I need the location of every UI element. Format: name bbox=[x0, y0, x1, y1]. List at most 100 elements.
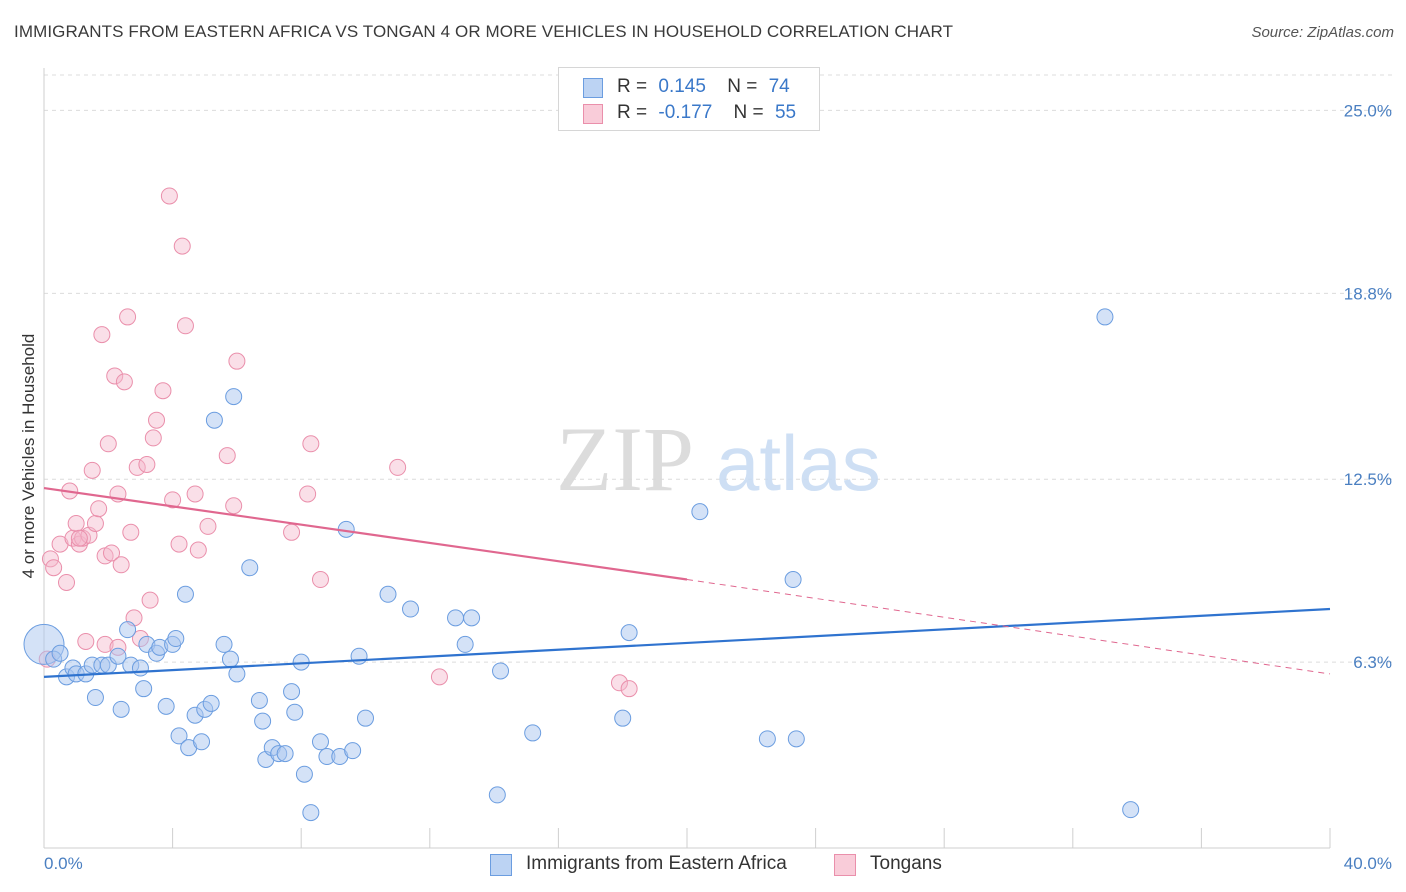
tongans-point bbox=[45, 559, 63, 577]
eastern-africa-point bbox=[86, 689, 104, 707]
tongans-point bbox=[58, 573, 76, 591]
tongans-point bbox=[138, 455, 156, 473]
eastern-africa-point bbox=[456, 635, 474, 653]
legend-r-label: R = bbox=[617, 76, 648, 97]
tongans-point bbox=[86, 514, 104, 532]
eastern-africa-point bbox=[51, 644, 69, 662]
eastern-africa-point bbox=[784, 571, 802, 589]
legend-r-label: R = bbox=[617, 102, 648, 123]
tongans-point bbox=[299, 485, 317, 503]
tongans-point bbox=[41, 550, 59, 568]
watermark-atlas: atlas bbox=[716, 419, 881, 507]
legend-swatch-pink bbox=[834, 854, 856, 876]
tongans-point bbox=[96, 635, 114, 653]
tongans-point bbox=[389, 458, 407, 476]
eastern-africa-point bbox=[344, 742, 362, 760]
eastern-africa-point bbox=[402, 600, 420, 618]
tongans-point bbox=[154, 382, 172, 400]
tongans-point bbox=[115, 373, 133, 391]
tongans-point bbox=[228, 352, 246, 370]
tongans-point bbox=[103, 544, 121, 562]
tongans-point bbox=[189, 541, 207, 559]
eastern-africa-point bbox=[524, 724, 542, 742]
source-label: Source: ZipAtlas.com bbox=[1251, 24, 1394, 41]
eastern-africa-point bbox=[614, 709, 632, 727]
eastern-africa-point bbox=[295, 765, 313, 783]
tongans-point bbox=[141, 591, 159, 609]
eastern-africa-point bbox=[447, 609, 465, 627]
eastern-africa-point bbox=[131, 659, 149, 677]
tongans-point bbox=[93, 326, 111, 344]
tongans-point bbox=[128, 458, 146, 476]
eastern-africa-point bbox=[241, 559, 259, 577]
tongans-trend-line-extension bbox=[686, 579, 1331, 675]
eastern-africa-point bbox=[350, 647, 368, 665]
y-tick-label: 18.8% bbox=[1344, 284, 1392, 303]
eastern-africa-point bbox=[1096, 308, 1114, 326]
eastern-africa-point bbox=[379, 585, 397, 603]
eastern-africa-point bbox=[492, 662, 510, 680]
stats-legend: R = 0.145 N = 74 R = -0.177 N = 55 bbox=[558, 67, 820, 131]
tongans-point bbox=[199, 517, 217, 535]
eastern-africa-point bbox=[167, 630, 185, 648]
tongans-point bbox=[160, 187, 178, 205]
tongans-point bbox=[99, 435, 117, 453]
tongans-point bbox=[112, 556, 130, 574]
tongans-point bbox=[64, 529, 82, 547]
eastern-africa-point bbox=[286, 703, 304, 721]
axes bbox=[43, 68, 1331, 849]
eastern-africa-point bbox=[250, 691, 268, 709]
tongans-point bbox=[144, 429, 162, 447]
tongans-points bbox=[38, 187, 638, 698]
legend-r-value: -0.177 bbox=[658, 102, 713, 123]
tongans-point bbox=[186, 485, 204, 503]
eastern-africa-point bbox=[463, 609, 481, 627]
legend-n-value: 74 bbox=[768, 76, 790, 97]
tongans-point bbox=[173, 237, 191, 255]
eastern-africa-point bbox=[1122, 801, 1140, 819]
eastern-africa-trend-line bbox=[43, 607, 1331, 678]
eastern-africa-point bbox=[221, 650, 239, 668]
eastern-africa-point bbox=[109, 647, 127, 665]
chart-title: IMMIGRANTS FROM EASTERN AFRICA VS TONGAN… bbox=[14, 22, 954, 41]
x-tick-label: 40.0% bbox=[1344, 854, 1392, 873]
eastern-africa-point bbox=[302, 804, 320, 822]
eastern-africa-point bbox=[620, 624, 638, 642]
tongans-point bbox=[176, 317, 194, 335]
tongans-point bbox=[430, 668, 448, 686]
eastern-africa-point bbox=[357, 709, 374, 727]
eastern-africa-point bbox=[276, 745, 294, 763]
legend-swatch-pink bbox=[583, 104, 603, 124]
eastern-africa-point bbox=[228, 665, 246, 683]
tongans-point bbox=[164, 491, 182, 509]
eastern-africa-point bbox=[157, 697, 175, 715]
eastern-africa-point bbox=[787, 730, 805, 748]
tongans-point bbox=[77, 632, 95, 650]
y-tick-label: 12.5% bbox=[1344, 470, 1392, 489]
tongans-point bbox=[610, 674, 628, 692]
tongans-point bbox=[225, 497, 243, 515]
eastern-africa-point bbox=[254, 712, 272, 730]
y-tick-label: 6.3% bbox=[1353, 653, 1392, 672]
watermark-zip: ZIP bbox=[556, 408, 694, 510]
eastern-africa-point bbox=[170, 727, 188, 745]
eastern-africa-points bbox=[23, 308, 1140, 822]
tongans-point bbox=[311, 571, 329, 589]
tongans-point bbox=[106, 367, 124, 385]
tongans-point bbox=[83, 461, 101, 479]
legend-label-tongans: Tongans bbox=[870, 853, 942, 874]
tongans-point bbox=[122, 523, 140, 541]
eastern-africa-point bbox=[119, 621, 137, 639]
eastern-africa-point bbox=[225, 388, 243, 406]
tongans-point bbox=[170, 535, 188, 553]
eastern-africa-point bbox=[283, 683, 301, 701]
trend-lines bbox=[43, 486, 1331, 678]
legend-swatch-blue bbox=[583, 78, 603, 98]
tongans-point bbox=[620, 680, 638, 698]
eastern-africa-point bbox=[215, 635, 233, 653]
legend-n-label: N = bbox=[733, 102, 764, 123]
x-tick-label: 0.0% bbox=[44, 854, 83, 873]
eastern-africa-point bbox=[176, 585, 194, 603]
tongans-point bbox=[302, 435, 320, 453]
